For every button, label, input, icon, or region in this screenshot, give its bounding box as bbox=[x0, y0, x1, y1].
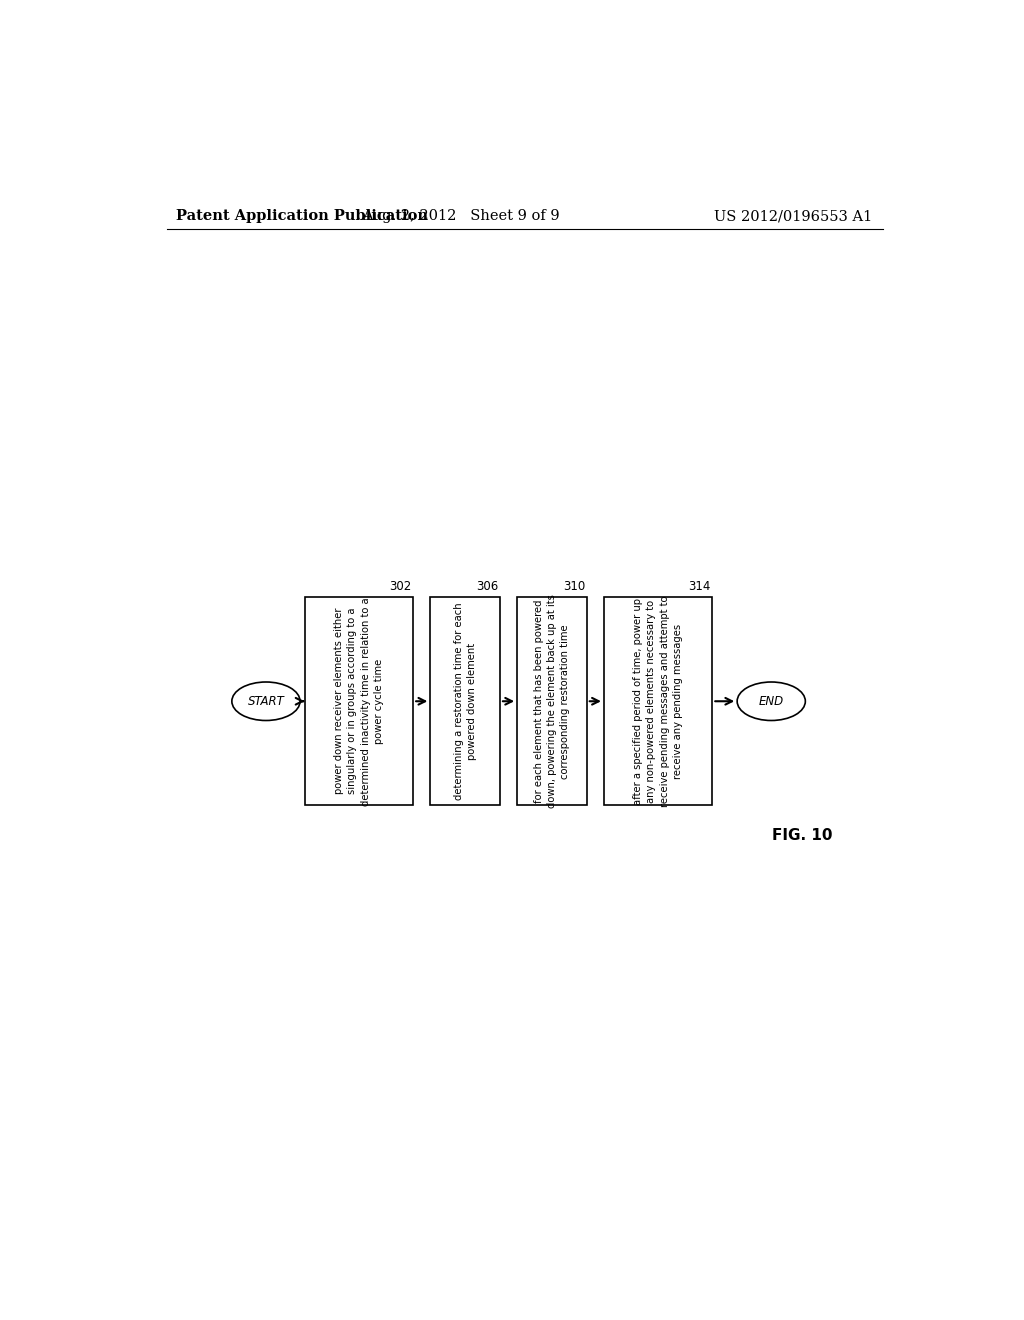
Bar bbox=[430, 597, 500, 805]
Text: START: START bbox=[248, 694, 285, 708]
Text: END: END bbox=[759, 694, 783, 708]
Text: Aug. 2, 2012   Sheet 9 of 9: Aug. 2, 2012 Sheet 9 of 9 bbox=[362, 209, 560, 223]
Bar bbox=[604, 597, 713, 805]
Text: 306: 306 bbox=[476, 579, 499, 593]
Text: 302: 302 bbox=[389, 579, 412, 593]
Ellipse shape bbox=[737, 682, 805, 721]
Bar bbox=[517, 597, 587, 805]
Bar bbox=[305, 597, 414, 805]
Text: US 2012/0196553 A1: US 2012/0196553 A1 bbox=[714, 209, 872, 223]
Text: 314: 314 bbox=[688, 579, 711, 593]
Text: for each element that has been powered
down, powering the element back up at its: for each element that has been powered d… bbox=[534, 594, 570, 808]
Text: determining a restoration time for each
powered down element: determining a restoration time for each … bbox=[454, 602, 477, 800]
Text: Patent Application Publication: Patent Application Publication bbox=[176, 209, 428, 223]
Text: 310: 310 bbox=[563, 579, 586, 593]
Text: FIG. 10: FIG. 10 bbox=[772, 829, 833, 843]
Ellipse shape bbox=[231, 682, 300, 721]
Text: after a specified period of time, power up
any non-powered elements necessary to: after a specified period of time, power … bbox=[633, 595, 683, 807]
Text: power down receiver elements either
singularly or in groups according to a
deter: power down receiver elements either sing… bbox=[334, 597, 384, 805]
